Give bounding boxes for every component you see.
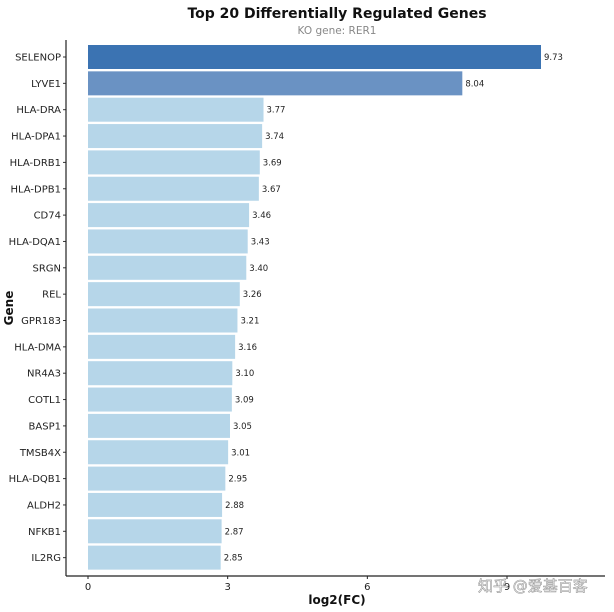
bar-hla-drb1 bbox=[88, 150, 260, 175]
bar-hla-dma bbox=[88, 334, 236, 359]
data-label: 3.46 bbox=[252, 211, 271, 221]
bar-gpr183 bbox=[88, 308, 238, 333]
y-tick-label: GPR183 bbox=[21, 316, 61, 327]
data-label: 2.95 bbox=[228, 475, 247, 485]
bar-basp1 bbox=[88, 413, 230, 438]
x-tick-label: 3 bbox=[224, 582, 230, 593]
y-tick-label: COTL1 bbox=[28, 395, 61, 406]
data-label: 3.16 bbox=[238, 343, 257, 353]
y-tick-label: HLA-DPA1 bbox=[11, 132, 61, 143]
y-tick-label: CD74 bbox=[34, 211, 61, 222]
y-tick-label: NFKB1 bbox=[28, 527, 61, 538]
x-tick-label: 9 bbox=[504, 582, 510, 593]
y-tick-label: REL bbox=[42, 290, 61, 301]
chart-title: Top 20 Differentially Regulated Genes bbox=[187, 6, 486, 22]
data-label: 2.87 bbox=[225, 527, 244, 537]
data-label: 3.67 bbox=[262, 185, 281, 195]
bar-hla-dpa1 bbox=[88, 124, 263, 149]
bar-cd74 bbox=[88, 203, 250, 228]
bar-selenop bbox=[88, 45, 541, 69]
bar-hla-dqa1 bbox=[88, 229, 248, 254]
bar-lyve1 bbox=[88, 71, 463, 96]
bar-hla-dra bbox=[88, 97, 264, 122]
data-label: 3.05 bbox=[233, 422, 252, 432]
y-tick-label: ALDH2 bbox=[27, 500, 61, 511]
data-labels: 9.73 8.04 3.77 3.74 3.69 3.67 3.46 3.43 3.40 3.26… bbox=[224, 53, 563, 564]
bar-cotl1 bbox=[88, 387, 232, 412]
bar-nfkb1 bbox=[88, 519, 222, 544]
data-label: 3.43 bbox=[251, 237, 270, 247]
y-tick-label: NR4A3 bbox=[27, 369, 61, 380]
data-label: 3.77 bbox=[267, 106, 286, 116]
y-tick-label: IL2RG bbox=[31, 553, 61, 564]
y-tick-label: HLA-DRB1 bbox=[10, 158, 61, 169]
y-tick-label: HLA-DQA1 bbox=[9, 237, 61, 248]
chart-subtitle: KO gene: RER1 bbox=[298, 25, 377, 37]
data-label: 3.10 bbox=[235, 369, 254, 379]
bars-group bbox=[88, 45, 541, 570]
bar-nr4a3 bbox=[88, 361, 233, 386]
x-axis-title: log2(FC) bbox=[308, 593, 365, 607]
bar-tmsb4x bbox=[88, 440, 229, 465]
y-tick-label: LYVE1 bbox=[31, 79, 61, 90]
y-tick-label: HLA-DMA bbox=[14, 342, 61, 353]
watermark: 知乎 @爱基百客 bbox=[478, 577, 588, 595]
data-label: 3.09 bbox=[235, 396, 254, 406]
bar-rel bbox=[88, 282, 240, 307]
y-tick-label: BASP1 bbox=[29, 421, 61, 432]
bar-hla-dpb1 bbox=[88, 176, 259, 201]
data-label: 3.69 bbox=[263, 158, 282, 168]
y-tick-label: TMSB4X bbox=[19, 448, 61, 459]
x-tick-label: 0 bbox=[85, 582, 91, 593]
data-label: 3.40 bbox=[249, 264, 268, 274]
y-axis-title: Gene bbox=[2, 291, 16, 326]
data-label: 2.88 bbox=[225, 501, 244, 511]
bar-hla-dqb1 bbox=[88, 466, 226, 491]
y-tick-label: SELENOP bbox=[15, 53, 61, 64]
data-label: 2.85 bbox=[224, 554, 243, 564]
data-label: 3.26 bbox=[243, 290, 262, 300]
y-tick-labels: SELENOP LYVE1 HLA-DRA HLA-DPA1 HLA-DRB1 HLA-D… bbox=[9, 53, 66, 564]
data-label: 9.73 bbox=[544, 53, 563, 63]
bar-il2rg bbox=[88, 545, 221, 570]
bar-aldh2 bbox=[88, 492, 223, 517]
data-label: 8.04 bbox=[465, 79, 484, 89]
data-label: 3.01 bbox=[231, 448, 250, 458]
data-label: 3.74 bbox=[265, 132, 284, 142]
y-tick-label: HLA-DRA bbox=[16, 105, 61, 116]
data-label: 3.21 bbox=[240, 317, 259, 327]
x-tick-label: 6 bbox=[364, 582, 370, 593]
y-tick-label: HLA-DQB1 bbox=[9, 474, 61, 485]
y-tick-label: SRGN bbox=[32, 263, 61, 274]
x-axis: 0 3 6 9 bbox=[65, 40, 605, 593]
bar-srgn bbox=[88, 255, 247, 280]
y-tick-label: HLA-DPB1 bbox=[10, 184, 61, 195]
